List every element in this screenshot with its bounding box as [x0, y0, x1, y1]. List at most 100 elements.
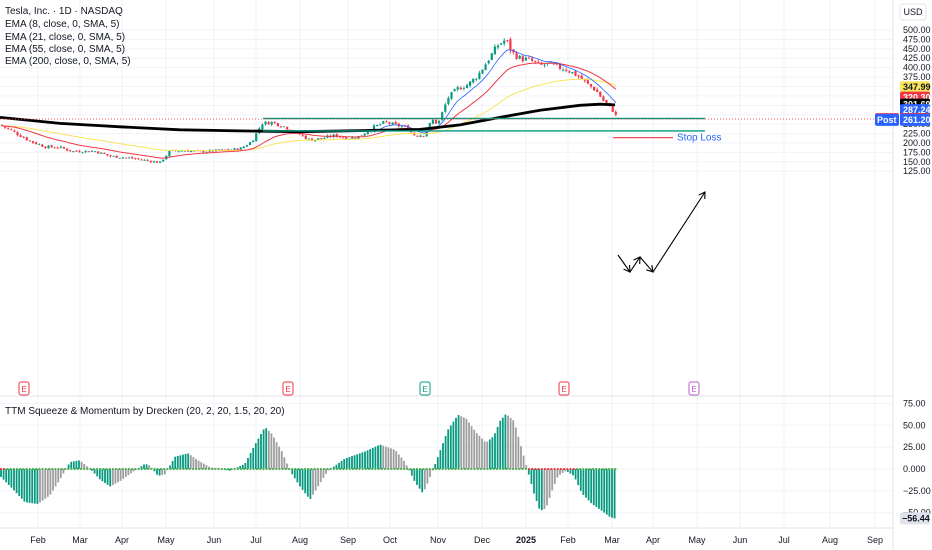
earnings-marker-label: E — [285, 385, 290, 394]
histogram-bar — [366, 450, 369, 469]
candle — [518, 54, 521, 60]
histogram-bar — [10, 469, 13, 488]
ema-21-legend[interactable]: EMA (21, close, 0, SMA, 5) — [5, 32, 125, 43]
earnings-marker[interactable]: E — [282, 381, 294, 396]
histogram-bar — [109, 469, 112, 487]
time-tick-label: Sep — [340, 535, 356, 545]
earnings-marker-label: E — [422, 385, 427, 394]
candle-body — [366, 131, 369, 134]
squeeze-dot — [25, 467, 28, 471]
squeeze-dot — [611, 467, 614, 471]
histogram-bar — [522, 455, 525, 469]
candle-body — [391, 122, 394, 125]
earnings-marker[interactable]: E — [558, 381, 570, 396]
ema-8-line — [373, 49, 617, 134]
candle-body — [490, 53, 493, 60]
stop-loss-label[interactable]: Stop Loss — [677, 133, 721, 144]
histogram-bar — [486, 441, 489, 469]
candle — [115, 155, 118, 158]
candle-body — [50, 145, 53, 148]
histogram-bar — [371, 447, 374, 469]
symbol-title[interactable]: Tesla, Inc. · 1D · NASDAQ — [5, 6, 123, 17]
candle — [487, 59, 490, 65]
ema-55-legend[interactable]: EMA (55, close, 0, SMA, 5) — [5, 44, 125, 55]
histogram-bar — [80, 461, 83, 469]
histogram-bar — [158, 469, 161, 476]
candle-body — [379, 124, 382, 126]
time-tick-label: Mar — [72, 535, 88, 545]
earnings-marker[interactable]: E — [419, 381, 431, 396]
squeeze-dot — [265, 467, 268, 471]
histogram-bar — [249, 452, 252, 469]
candle — [118, 157, 121, 159]
currency-button[interactable] — [899, 3, 927, 21]
earnings-marker[interactable]: E — [18, 381, 30, 396]
candle — [38, 143, 41, 146]
squeeze-dot — [521, 467, 524, 471]
ema-8-legend[interactable]: EMA (8, close, 0, SMA, 5) — [5, 19, 119, 30]
candle — [363, 132, 366, 136]
histogram-bar — [410, 469, 413, 476]
histogram-bar — [387, 447, 390, 469]
earnings-marker[interactable]: E — [688, 381, 700, 396]
squeeze-dot — [409, 467, 412, 471]
squeeze-dot — [73, 467, 76, 471]
oscillator-title[interactable]: TTM Squeeze & Momentum by Drecken (20, 2… — [5, 406, 285, 417]
candle-body — [109, 155, 112, 157]
histogram-bar — [304, 469, 307, 494]
candle — [469, 81, 472, 88]
histogram-bar — [369, 449, 372, 469]
projection-path[interactable] — [617, 191, 706, 273]
ema-200-legend[interactable]: EMA (200, close, 0, SMA, 5) — [5, 56, 131, 67]
candle-body — [0, 124, 4, 126]
candle — [484, 62, 487, 71]
histogram-bar — [31, 469, 34, 504]
candle-body — [363, 133, 366, 136]
candle-body — [186, 150, 190, 152]
support-levels[interactable] — [0, 117, 893, 139]
histogram-bar — [527, 469, 530, 475]
candle-body — [7, 127, 10, 129]
histogram-bar — [442, 443, 444, 469]
squeeze-dot — [540, 467, 543, 471]
histogram-bar — [327, 469, 330, 471]
squeeze-dot — [303, 467, 307, 471]
candle — [134, 157, 137, 160]
projection-arrows[interactable] — [617, 191, 706, 273]
squeeze-dot — [246, 467, 249, 471]
squeeze-dot — [585, 467, 588, 471]
time-tick-label: Nov — [430, 535, 447, 545]
squeeze-dot — [118, 467, 121, 471]
price-tags: 347.99320.30301.69287.24263.45TSLA261.20… — [875, 81, 931, 525]
histogram-bar — [104, 469, 106, 483]
histogram-bar — [504, 414, 507, 469]
oscillator-tick-label: 75.00 — [903, 398, 926, 408]
earnings-marker-box — [282, 381, 294, 396]
squeeze-dot — [268, 467, 271, 471]
squeeze-dot — [134, 467, 137, 471]
candle-body — [146, 159, 149, 161]
squeeze-dot — [159, 467, 163, 471]
candle-body — [100, 152, 103, 154]
squeeze-dot — [579, 467, 582, 471]
squeeze-dot — [140, 467, 143, 471]
histogram-bar — [514, 427, 517, 469]
oscillator-tick-label: −25.00 — [903, 486, 931, 496]
squeeze-dot — [534, 467, 537, 471]
squeeze-dot — [419, 467, 422, 471]
candle — [450, 91, 453, 101]
candle-body — [586, 80, 589, 84]
histogram-bar — [296, 469, 299, 483]
candle-body — [134, 158, 137, 160]
histogram-bar — [507, 415, 509, 469]
histogram-bar — [314, 469, 317, 491]
squeeze-dot — [31, 467, 35, 471]
candle — [22, 135, 25, 139]
time-axis[interactable]: Feb Mar Apr May Jun Jul Aug Sep Oct Nov Dec 2025 Feb… — [30, 535, 883, 545]
candle-body — [571, 72, 574, 74]
squeeze-dot — [70, 467, 73, 471]
